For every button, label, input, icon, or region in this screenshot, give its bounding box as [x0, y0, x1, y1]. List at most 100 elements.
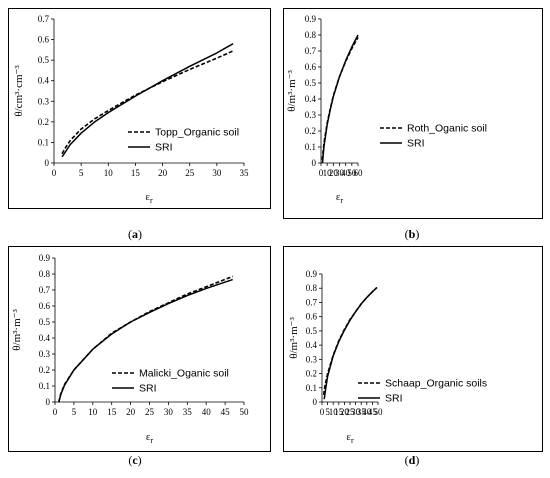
chart-panel-c: 0 0.1 0.2 0.3 0.4 0.5 0.6 0.7 0.8 0.9 0 5 10 15 20 25 30… [8, 246, 271, 467]
y-tick-label: 0.3 [39, 349, 51, 359]
x-tick-label: 15 [107, 407, 117, 417]
y-tick-label: 0.2 [38, 117, 49, 127]
chart-panel-a: 0 0.1 0.2 0.3 0.4 0.5 0.6 0.7 0 5 10 15 20 25 30 35 εr θ/… [8, 8, 271, 241]
x-axis-label: εr [145, 191, 153, 205]
x-tick-label: 25 [185, 168, 195, 178]
y-tick-label: 0.4 [38, 76, 50, 86]
y-tick-label: 0.4 [305, 94, 317, 104]
y-axis-label: θ/m³·m⁻³ [288, 317, 300, 359]
panel-caption: (c) [128, 453, 141, 467]
y-tick-label: 0.6 [305, 62, 317, 72]
x-tick-label: 20 [126, 407, 136, 417]
x-tick-label: 0 [319, 168, 324, 178]
y-tick-label: 0.7 [39, 285, 51, 295]
y-tick-label: 0.1 [39, 381, 50, 391]
panel-caption: (a) [128, 227, 142, 241]
y-tick-label: 0 [312, 158, 317, 168]
chart-panel-d: 0 0.1 0.2 0.3 0.4 0.5 0.6 0.7 0.8 0.9 0 51015202530… [283, 246, 543, 467]
y-tick-label: 0.3 [306, 354, 318, 364]
x-tick-label: 20 [340, 407, 350, 417]
y-tick-label: 0.5 [39, 317, 51, 327]
x-tick-label: 10 [329, 407, 339, 417]
x-tick-label: 30 [212, 168, 222, 178]
x-tick-label: 35 [357, 407, 367, 417]
x-tick-label: 35 [240, 168, 250, 178]
legend-label: SRI [407, 138, 425, 150]
x-tick-label: 40 [362, 407, 372, 417]
x-tick-label: 35 [183, 407, 193, 417]
y-axis-label: θ/m³·m⁻³ [11, 309, 23, 351]
x-tick-label: 50 [374, 407, 384, 417]
y-tick-label: 0 [45, 158, 50, 168]
x-tick-label: 45 [221, 407, 231, 417]
x-tick-label: 50 [347, 168, 357, 178]
y-tick-label: 0.2 [306, 369, 317, 379]
y-tick-label: 0.5 [306, 326, 318, 336]
x-tick-label: 20 [158, 168, 168, 178]
chart-panel-b: 00.10.20.30.40.50.60.70.80.90 10203040506… [283, 8, 543, 241]
x-tick-label: 10 [88, 407, 98, 417]
y-tick-label: 0.7 [305, 46, 317, 56]
x-tick-label: 25 [145, 407, 155, 417]
y-tick-label: 0.3 [305, 110, 317, 120]
y-tick-label: 0.9 [306, 269, 318, 279]
legend-label: Roth_Oganic soil [407, 123, 487, 135]
x-tick-label: 20 [329, 168, 339, 178]
y-tick-label: 0 [46, 397, 51, 407]
x-tick-label: 15 [131, 168, 141, 178]
x-tick-label: 45 [368, 407, 378, 417]
y-tick-label: 0.8 [306, 283, 318, 293]
y-tick-label: 0.3 [38, 96, 50, 106]
x-axis-label: εr [346, 431, 354, 445]
dashed-series-line [61, 50, 234, 155]
y-tick-label: 0.8 [305, 30, 317, 40]
legend-label: Schaap_Organic soils [385, 378, 487, 390]
x-tick-label: 5 [72, 407, 77, 417]
legend-label: SRI [139, 383, 157, 395]
legend-label: SRI [155, 142, 173, 154]
x-axis-label: εr [336, 191, 344, 205]
y-tick-label: 0.1 [38, 137, 49, 147]
x-tick-label: 25 [346, 407, 356, 417]
y-tick-label: 0.1 [306, 383, 317, 393]
panel-caption: (b) [405, 227, 420, 241]
y-tick-label: 0.7 [38, 14, 50, 24]
y-tick-label: 0.7 [306, 297, 318, 307]
panel-frame [283, 246, 543, 452]
legend-label: SRI [385, 393, 403, 405]
x-tick-label: 0 [53, 407, 58, 417]
y-tick-label: 0.5 [38, 55, 50, 65]
y-tick-label: 0.1 [305, 142, 316, 152]
y-tick-label: 0.8 [39, 269, 51, 279]
x-tick-label: 40 [202, 407, 212, 417]
solid-series-line [323, 286, 378, 400]
dashed-series-line [322, 286, 378, 396]
x-tick-label: 50 [240, 407, 250, 417]
dashed-series-line [321, 37, 359, 160]
x-tick-label: 30 [335, 168, 345, 178]
panel-frame [8, 8, 271, 209]
panel-caption: (d) [405, 453, 420, 467]
solid-series-line [58, 278, 233, 403]
x-tick-label: 10 [104, 168, 114, 178]
y-tick-label: 0.2 [305, 126, 316, 136]
solid-series-line [61, 43, 234, 158]
x-tick-label: 30 [164, 407, 174, 417]
y-tick-label: 0.6 [39, 301, 51, 311]
y-tick-label: 0.6 [306, 312, 318, 322]
y-tick-label: 0.9 [39, 253, 51, 263]
x-tick-label: 30 [351, 407, 361, 417]
legend-label: Malicki_Oganic soil [139, 368, 229, 380]
x-tick-label: 10 [323, 168, 333, 178]
y-axis-label: θ/m³·m⁻³ [286, 70, 298, 112]
y-tick-label: 0.4 [306, 340, 318, 350]
y-tick-label: 0.6 [38, 35, 50, 45]
y-tick-label: 0 [313, 397, 318, 407]
y-tick-label: 0.4 [39, 333, 51, 343]
x-tick-label: 5 [325, 407, 330, 417]
panel-frame [8, 246, 271, 452]
legend-label: Topp_Organic soil [155, 127, 239, 139]
panel-frame [283, 8, 543, 219]
x-axis-label: εr [146, 431, 154, 445]
